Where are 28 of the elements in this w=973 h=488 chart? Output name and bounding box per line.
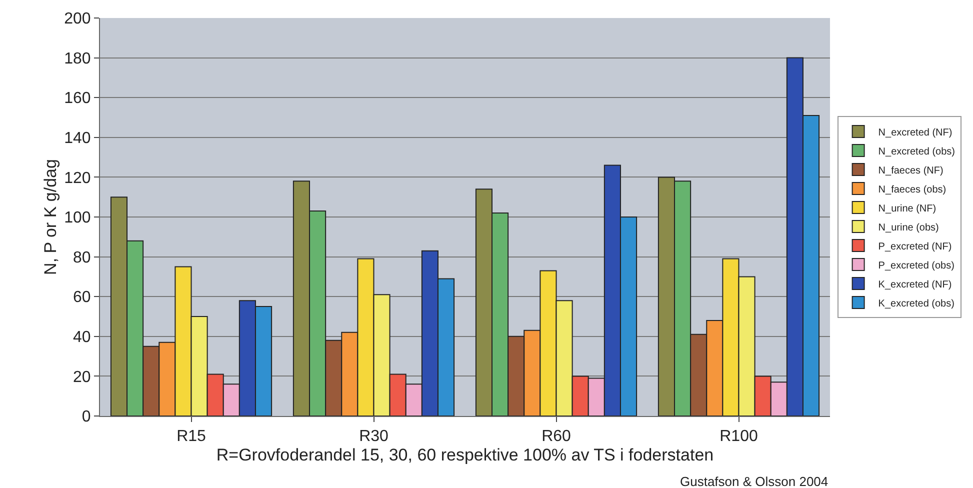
y-tick-label: 160 (64, 90, 91, 108)
legend-label: P_excreted (NF) (878, 241, 952, 252)
x-tick-label: R60 (542, 428, 572, 446)
legend-label: N_excreted (obs) (878, 146, 956, 158)
y-tick-label: 100 (64, 210, 91, 227)
y-tick-label: 60 (73, 289, 91, 306)
y-tick-label: 0 (82, 408, 91, 426)
y-tick-label: 20 (73, 368, 91, 386)
legend-label: N_urine (NF) (878, 203, 936, 214)
y-tick-label: 200 (64, 10, 91, 28)
legend-label: K_excreted (NF) (878, 279, 952, 290)
legend-label: P_excreted (obs) (878, 260, 954, 272)
legend-label: N_faeces (NF) (878, 165, 944, 176)
y-tick-label: 140 (64, 130, 91, 147)
legend-label: N_excreted (NF) (878, 127, 952, 138)
legend-label: N_faeces (obs) (878, 184, 946, 196)
x-axis-title: R=Grovfoderandel 15, 30, 60 respektive 100% av TS i foderstaten (216, 446, 714, 465)
y-axis-title: N, P or K g/dag (41, 159, 60, 275)
text: Gustafson & Olsson 2004 (680, 474, 828, 488)
x-tick-label: R100 (720, 428, 758, 446)
y-tick-label: 120 (64, 170, 91, 187)
y-tick-label: 80 (73, 249, 91, 266)
legend-label: K_excreted (obs) (878, 298, 954, 310)
y-tick-label: 40 (73, 329, 91, 346)
legend-label: N_urine (obs) (878, 222, 939, 234)
x-tick-label: R15 (176, 428, 206, 446)
y-tick-label: 180 (64, 50, 91, 68)
x-tick-label: R30 (359, 428, 389, 446)
